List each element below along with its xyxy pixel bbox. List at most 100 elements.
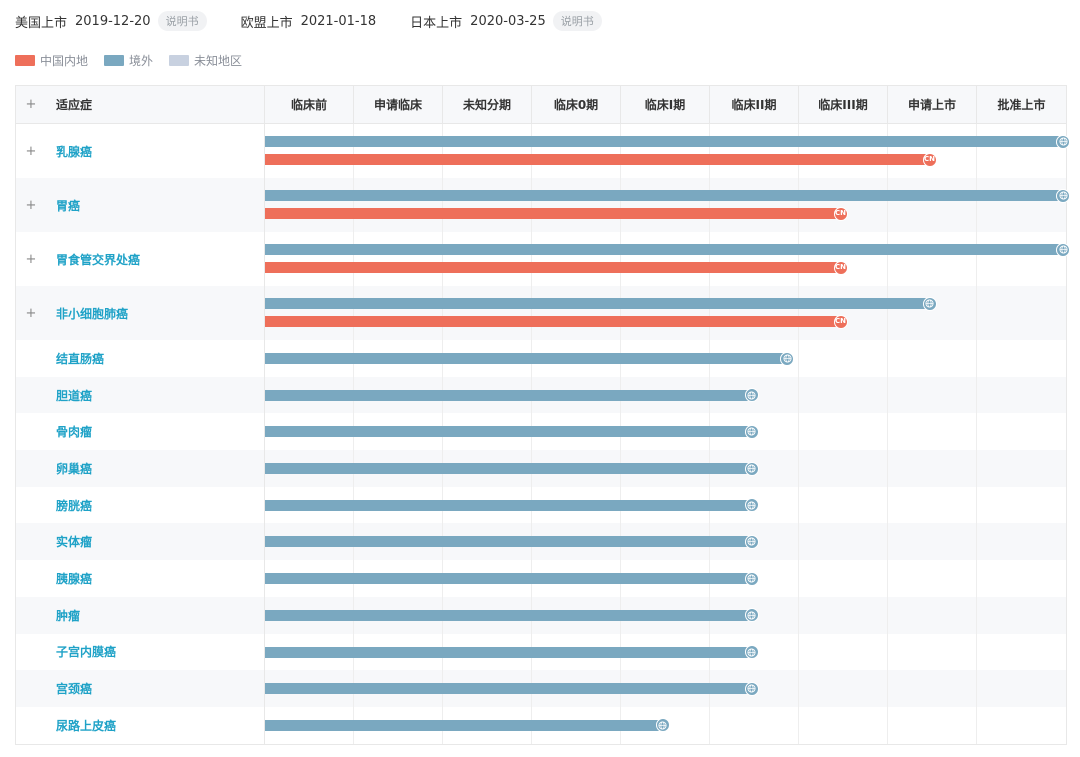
indication-link[interactable]: 骨肉瘤 bbox=[56, 425, 93, 440]
grid-line bbox=[709, 232, 710, 286]
expand-row-icon[interactable]: + bbox=[25, 197, 37, 213]
indication-link[interactable]: 肿瘤 bbox=[56, 608, 81, 623]
grid-line bbox=[709, 706, 710, 744]
indication-cell: 实体瘤 bbox=[16, 523, 265, 561]
table-row: 宫颈癌 bbox=[16, 670, 1066, 707]
table-row: + 非小细胞肺癌 CN bbox=[16, 286, 1066, 340]
table-row: + 胃食管交界处癌 CN bbox=[16, 232, 1070, 286]
label-doc-button[interactable]: 说明书 bbox=[157, 11, 207, 31]
legend-item[interactable]: 未知地区 bbox=[169, 52, 242, 69]
indication-link[interactable]: 子宫内膜癌 bbox=[56, 645, 117, 660]
grid-line bbox=[798, 450, 799, 487]
grid-line bbox=[887, 596, 888, 634]
cn-bar: CN bbox=[265, 152, 937, 167]
grid-line bbox=[798, 232, 799, 286]
grid-line bbox=[887, 450, 888, 487]
indication-link[interactable]: 非小细胞肺癌 bbox=[56, 306, 129, 321]
indication-link[interactable]: 胃癌 bbox=[56, 198, 81, 213]
indication-link[interactable]: 结直肠癌 bbox=[56, 351, 105, 366]
grid-line bbox=[798, 670, 799, 707]
global-bar bbox=[265, 188, 1070, 203]
grid-lines bbox=[265, 232, 1066, 286]
indication-link[interactable]: 宫颈癌 bbox=[56, 682, 93, 697]
global-bar bbox=[265, 134, 1070, 149]
global-bar bbox=[265, 645, 759, 659]
grid-line bbox=[976, 232, 977, 286]
grid-line bbox=[531, 178, 532, 232]
globe-icon bbox=[744, 424, 759, 439]
expand-row-icon[interactable]: + bbox=[25, 251, 37, 267]
legend-item[interactable]: 中国内地 bbox=[15, 52, 88, 69]
indication-header-cell: + 适应症 bbox=[16, 86, 265, 123]
grid-line bbox=[976, 706, 977, 744]
grid-line bbox=[442, 178, 443, 232]
table-row: 胆道癌 bbox=[16, 376, 1066, 414]
grid-lines bbox=[265, 286, 1066, 340]
grid-line bbox=[620, 178, 621, 232]
approval-date: 2021-01-18 bbox=[300, 13, 377, 29]
indication-link[interactable]: 胃食管交界处癌 bbox=[56, 252, 141, 267]
expand-row-icon[interactable]: + bbox=[25, 305, 37, 321]
indication-link[interactable]: 胆道癌 bbox=[56, 388, 93, 403]
grid-line bbox=[798, 706, 799, 744]
indication-link[interactable]: 乳腺癌 bbox=[56, 144, 93, 159]
grid-line bbox=[442, 124, 443, 178]
table-header: + 适应症 临床前 申请临床 未知分期 临床0期 临床I期 临床II期 临床III期 申请上市… bbox=[16, 86, 1066, 124]
indication-link[interactable]: 实体瘤 bbox=[56, 535, 93, 550]
indication-cell: 胆道癌 bbox=[16, 376, 265, 414]
indication-cell: 宫颈癌 bbox=[16, 670, 265, 707]
global-bar bbox=[265, 351, 795, 366]
approval-item: 欧盟上市 2021-01-18 bbox=[241, 12, 377, 31]
grid-line bbox=[531, 232, 532, 286]
globe-icon bbox=[780, 351, 795, 366]
grid-line bbox=[887, 706, 888, 744]
grid-lines bbox=[265, 124, 1066, 178]
indication-link[interactable]: 尿路上皮癌 bbox=[56, 718, 117, 733]
grid-line bbox=[709, 124, 710, 178]
approval-date: 2020-03-25 bbox=[470, 13, 546, 29]
globe-icon bbox=[1056, 242, 1070, 257]
cn-bar: CN bbox=[265, 206, 848, 221]
expand-row-icon[interactable]: + bbox=[25, 143, 37, 159]
approval-region: 美国上市 bbox=[15, 15, 68, 31]
indication-cell: + 胃食管交界处癌 bbox=[16, 232, 265, 286]
globe-icon bbox=[744, 645, 759, 659]
approval-item: 美国上市 2019-12-20 说明书 bbox=[15, 11, 207, 31]
indication-link[interactable]: 胰腺癌 bbox=[56, 571, 93, 586]
global-bar bbox=[265, 388, 759, 403]
table-row: 骨肉瘤 bbox=[16, 413, 1066, 451]
globe-icon bbox=[655, 718, 670, 733]
indication-cell: 尿路上皮癌 bbox=[16, 706, 265, 744]
table-row: 子宫内膜癌 bbox=[16, 633, 1066, 671]
globe-icon bbox=[922, 296, 937, 311]
grid-line bbox=[798, 560, 799, 597]
grid-line bbox=[798, 286, 799, 340]
global-bar bbox=[265, 242, 1070, 257]
grid-line bbox=[798, 596, 799, 634]
legend: 中国内地 境外 未知地区 bbox=[15, 52, 258, 69]
indication-cell: 肿瘤 bbox=[16, 596, 265, 634]
globe-icon bbox=[744, 571, 759, 586]
legend-swatch bbox=[15, 55, 35, 66]
grid-lines bbox=[265, 178, 1066, 232]
legend-label: 未知地区 bbox=[194, 54, 243, 68]
phase-header: 未知分期 bbox=[443, 86, 532, 123]
indication-link[interactable]: 卵巢癌 bbox=[56, 461, 93, 476]
grid-line bbox=[887, 376, 888, 414]
grid-line bbox=[976, 178, 977, 232]
expand-all-icon[interactable]: + bbox=[25, 97, 37, 112]
grid-line bbox=[353, 286, 354, 340]
grid-line bbox=[976, 633, 977, 671]
table-row: 膀胱癌 bbox=[16, 486, 1066, 524]
indication-cell: 胰腺癌 bbox=[16, 560, 265, 597]
global-bar bbox=[265, 608, 759, 623]
grid-line bbox=[353, 124, 354, 178]
label-doc-button[interactable]: 说明书 bbox=[552, 11, 602, 31]
legend-item[interactable]: 境外 bbox=[104, 52, 153, 69]
grid-line bbox=[887, 124, 888, 178]
indication-link[interactable]: 膀胱癌 bbox=[56, 498, 93, 513]
grid-line bbox=[887, 670, 888, 707]
grid-line bbox=[976, 560, 977, 597]
grid-line bbox=[353, 232, 354, 286]
globe-icon bbox=[1056, 188, 1070, 203]
